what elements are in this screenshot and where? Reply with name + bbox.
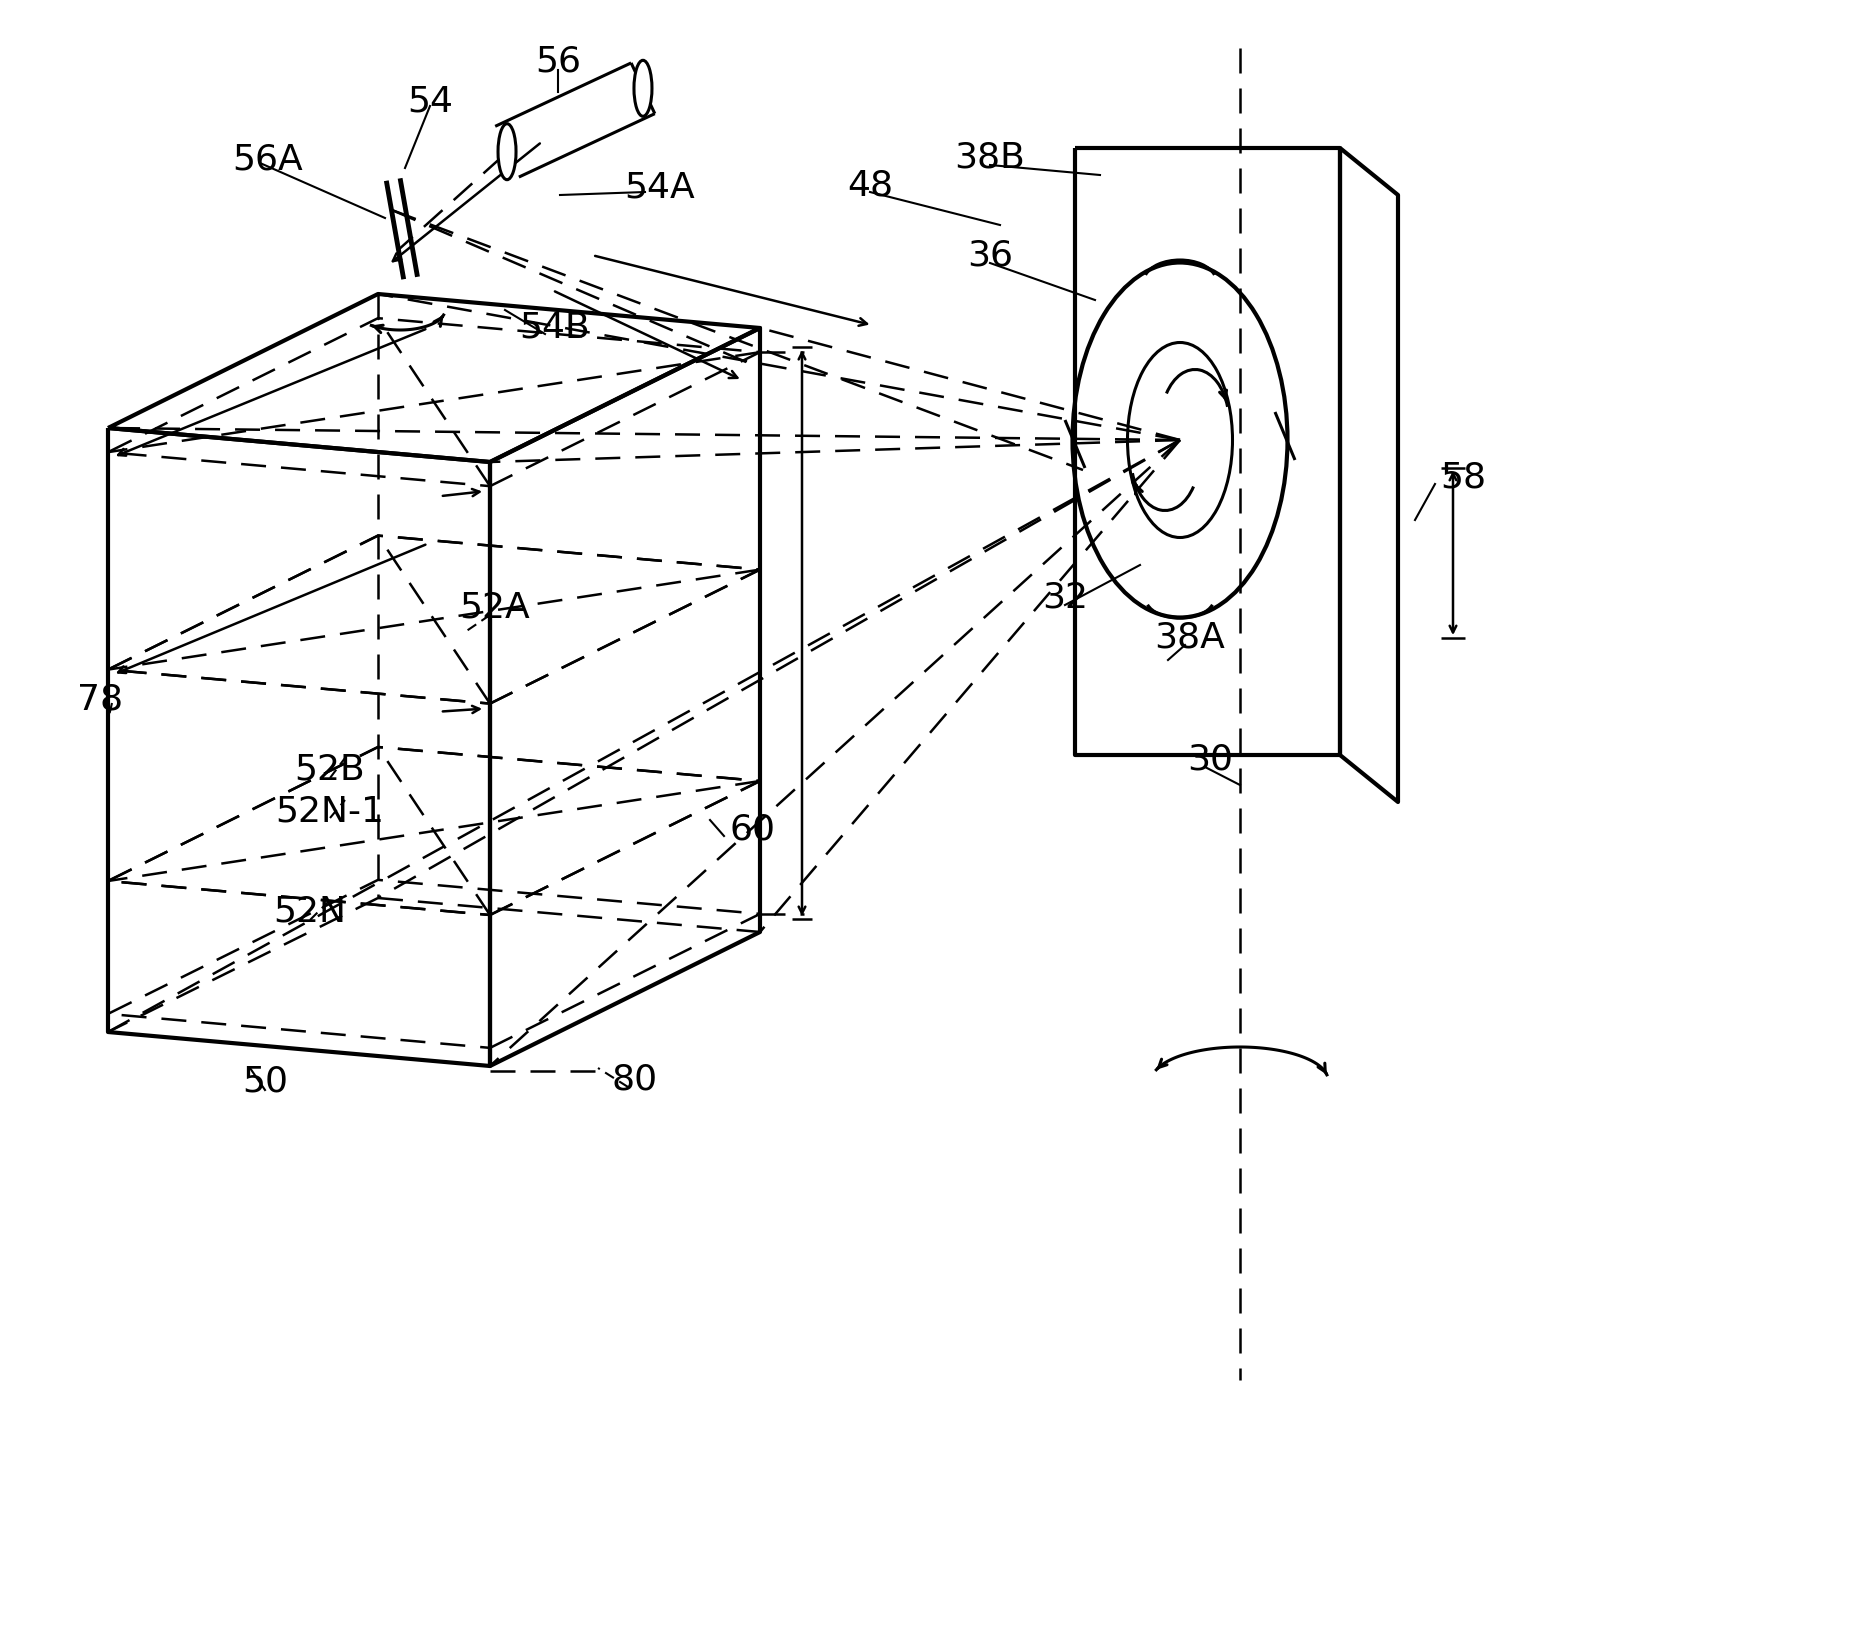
Text: 52N: 52N (273, 895, 347, 928)
Text: 54A: 54A (624, 172, 695, 205)
Text: 54B: 54B (519, 311, 590, 345)
Text: 30: 30 (1187, 743, 1232, 776)
Text: 78: 78 (77, 682, 124, 717)
Text: 38B: 38B (955, 140, 1025, 175)
Text: 60: 60 (730, 813, 775, 847)
Text: 58: 58 (1440, 461, 1485, 496)
Text: 48: 48 (847, 169, 893, 202)
Text: 50: 50 (242, 1066, 288, 1099)
Text: 36: 36 (966, 238, 1013, 273)
Text: 52B: 52B (294, 753, 365, 786)
Text: 56: 56 (536, 45, 581, 79)
Text: 52N-1: 52N-1 (275, 795, 384, 829)
Text: 32: 32 (1041, 582, 1088, 615)
Text: 54: 54 (406, 84, 453, 119)
Text: 56A: 56A (232, 144, 303, 177)
Ellipse shape (498, 124, 517, 180)
Text: 80: 80 (612, 1062, 657, 1097)
Text: 52A: 52A (459, 591, 530, 624)
Text: 38A: 38A (1154, 621, 1225, 654)
Ellipse shape (633, 61, 652, 116)
